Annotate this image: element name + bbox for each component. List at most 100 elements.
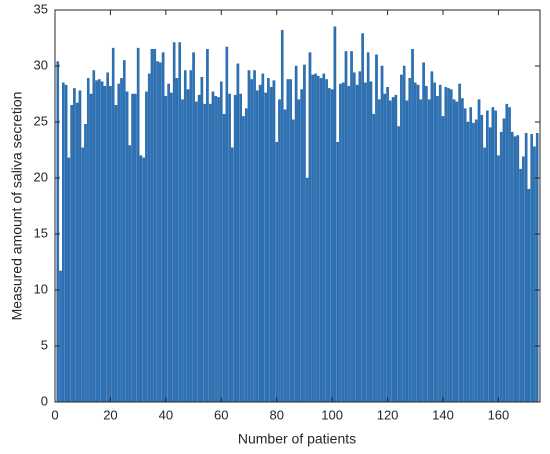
bar (469, 107, 473, 403)
bar (84, 124, 87, 403)
bar (366, 52, 370, 403)
bar (444, 87, 448, 403)
bar (305, 177, 309, 403)
bar (308, 52, 312, 403)
bar (114, 104, 118, 403)
bar (380, 65, 384, 403)
bar (167, 83, 170, 403)
bar (353, 72, 356, 403)
bar (289, 79, 292, 403)
bar (100, 81, 104, 403)
bar (347, 85, 351, 403)
bar (316, 75, 320, 403)
bar (186, 89, 190, 403)
bar (136, 47, 140, 403)
bar (461, 98, 464, 403)
bar (297, 99, 301, 403)
bar (447, 88, 450, 403)
bar (64, 84, 68, 403)
bar (364, 82, 367, 403)
bar (499, 131, 503, 403)
bar (206, 49, 209, 403)
bar (253, 70, 256, 403)
bar (397, 126, 400, 403)
bar (111, 47, 115, 403)
bar (233, 94, 237, 403)
bar (519, 168, 522, 403)
bar (441, 116, 445, 403)
bar (339, 83, 342, 403)
bar (427, 99, 431, 403)
y-tick-label: 25 (34, 113, 48, 128)
bar (103, 85, 107, 403)
y-tick-label: 5 (41, 337, 48, 352)
bar (75, 102, 79, 403)
x-tick-label: 100 (321, 407, 343, 422)
bar (178, 42, 182, 403)
bar (535, 132, 539, 403)
x-tick-label: 60 (214, 407, 228, 422)
bar (219, 81, 223, 403)
bar (92, 70, 96, 403)
bar (156, 61, 159, 403)
bar (430, 71, 434, 403)
bar (247, 70, 251, 403)
bar (502, 118, 506, 403)
bar (513, 136, 517, 403)
bar (474, 119, 478, 403)
bar (256, 90, 259, 403)
bar (369, 81, 373, 403)
x-tick-label: 120 (377, 407, 399, 422)
bar (153, 49, 157, 403)
bar (283, 109, 287, 403)
bar (214, 96, 218, 403)
bar (131, 93, 134, 403)
bar (208, 103, 212, 403)
y-tick-label: 15 (34, 225, 48, 240)
bar (139, 155, 143, 403)
bar (267, 78, 270, 403)
bar (372, 113, 376, 403)
bar (120, 78, 123, 403)
bar (433, 82, 436, 403)
bar (483, 147, 486, 403)
bar (197, 94, 201, 403)
bar (189, 70, 193, 403)
bar (350, 51, 353, 403)
bar (314, 73, 317, 403)
bar (269, 87, 273, 403)
x-tick-label: 140 (432, 407, 454, 422)
bar (466, 121, 470, 403)
bar (375, 54, 378, 403)
bar (530, 134, 533, 403)
y-tick-label: 35 (34, 1, 48, 16)
bar (333, 26, 337, 403)
bar (450, 89, 453, 403)
bar (400, 74, 403, 403)
bar (67, 157, 71, 403)
bar (134, 93, 137, 403)
bar (81, 147, 85, 403)
bar (463, 108, 467, 403)
bar (419, 99, 423, 403)
bar (405, 100, 409, 403)
bar (486, 110, 489, 403)
bar (286, 79, 290, 403)
bar (272, 80, 276, 403)
bar (436, 96, 439, 403)
bar (159, 62, 162, 403)
bar (78, 90, 82, 403)
bar (386, 87, 389, 403)
bar (172, 42, 176, 403)
bar (228, 93, 231, 403)
bar (261, 73, 265, 403)
bar (195, 101, 198, 403)
bar (377, 99, 381, 403)
bar (355, 84, 359, 403)
bar (122, 60, 126, 403)
bar (422, 62, 425, 403)
bar (508, 107, 511, 403)
bar (425, 85, 428, 403)
bar (325, 79, 328, 403)
